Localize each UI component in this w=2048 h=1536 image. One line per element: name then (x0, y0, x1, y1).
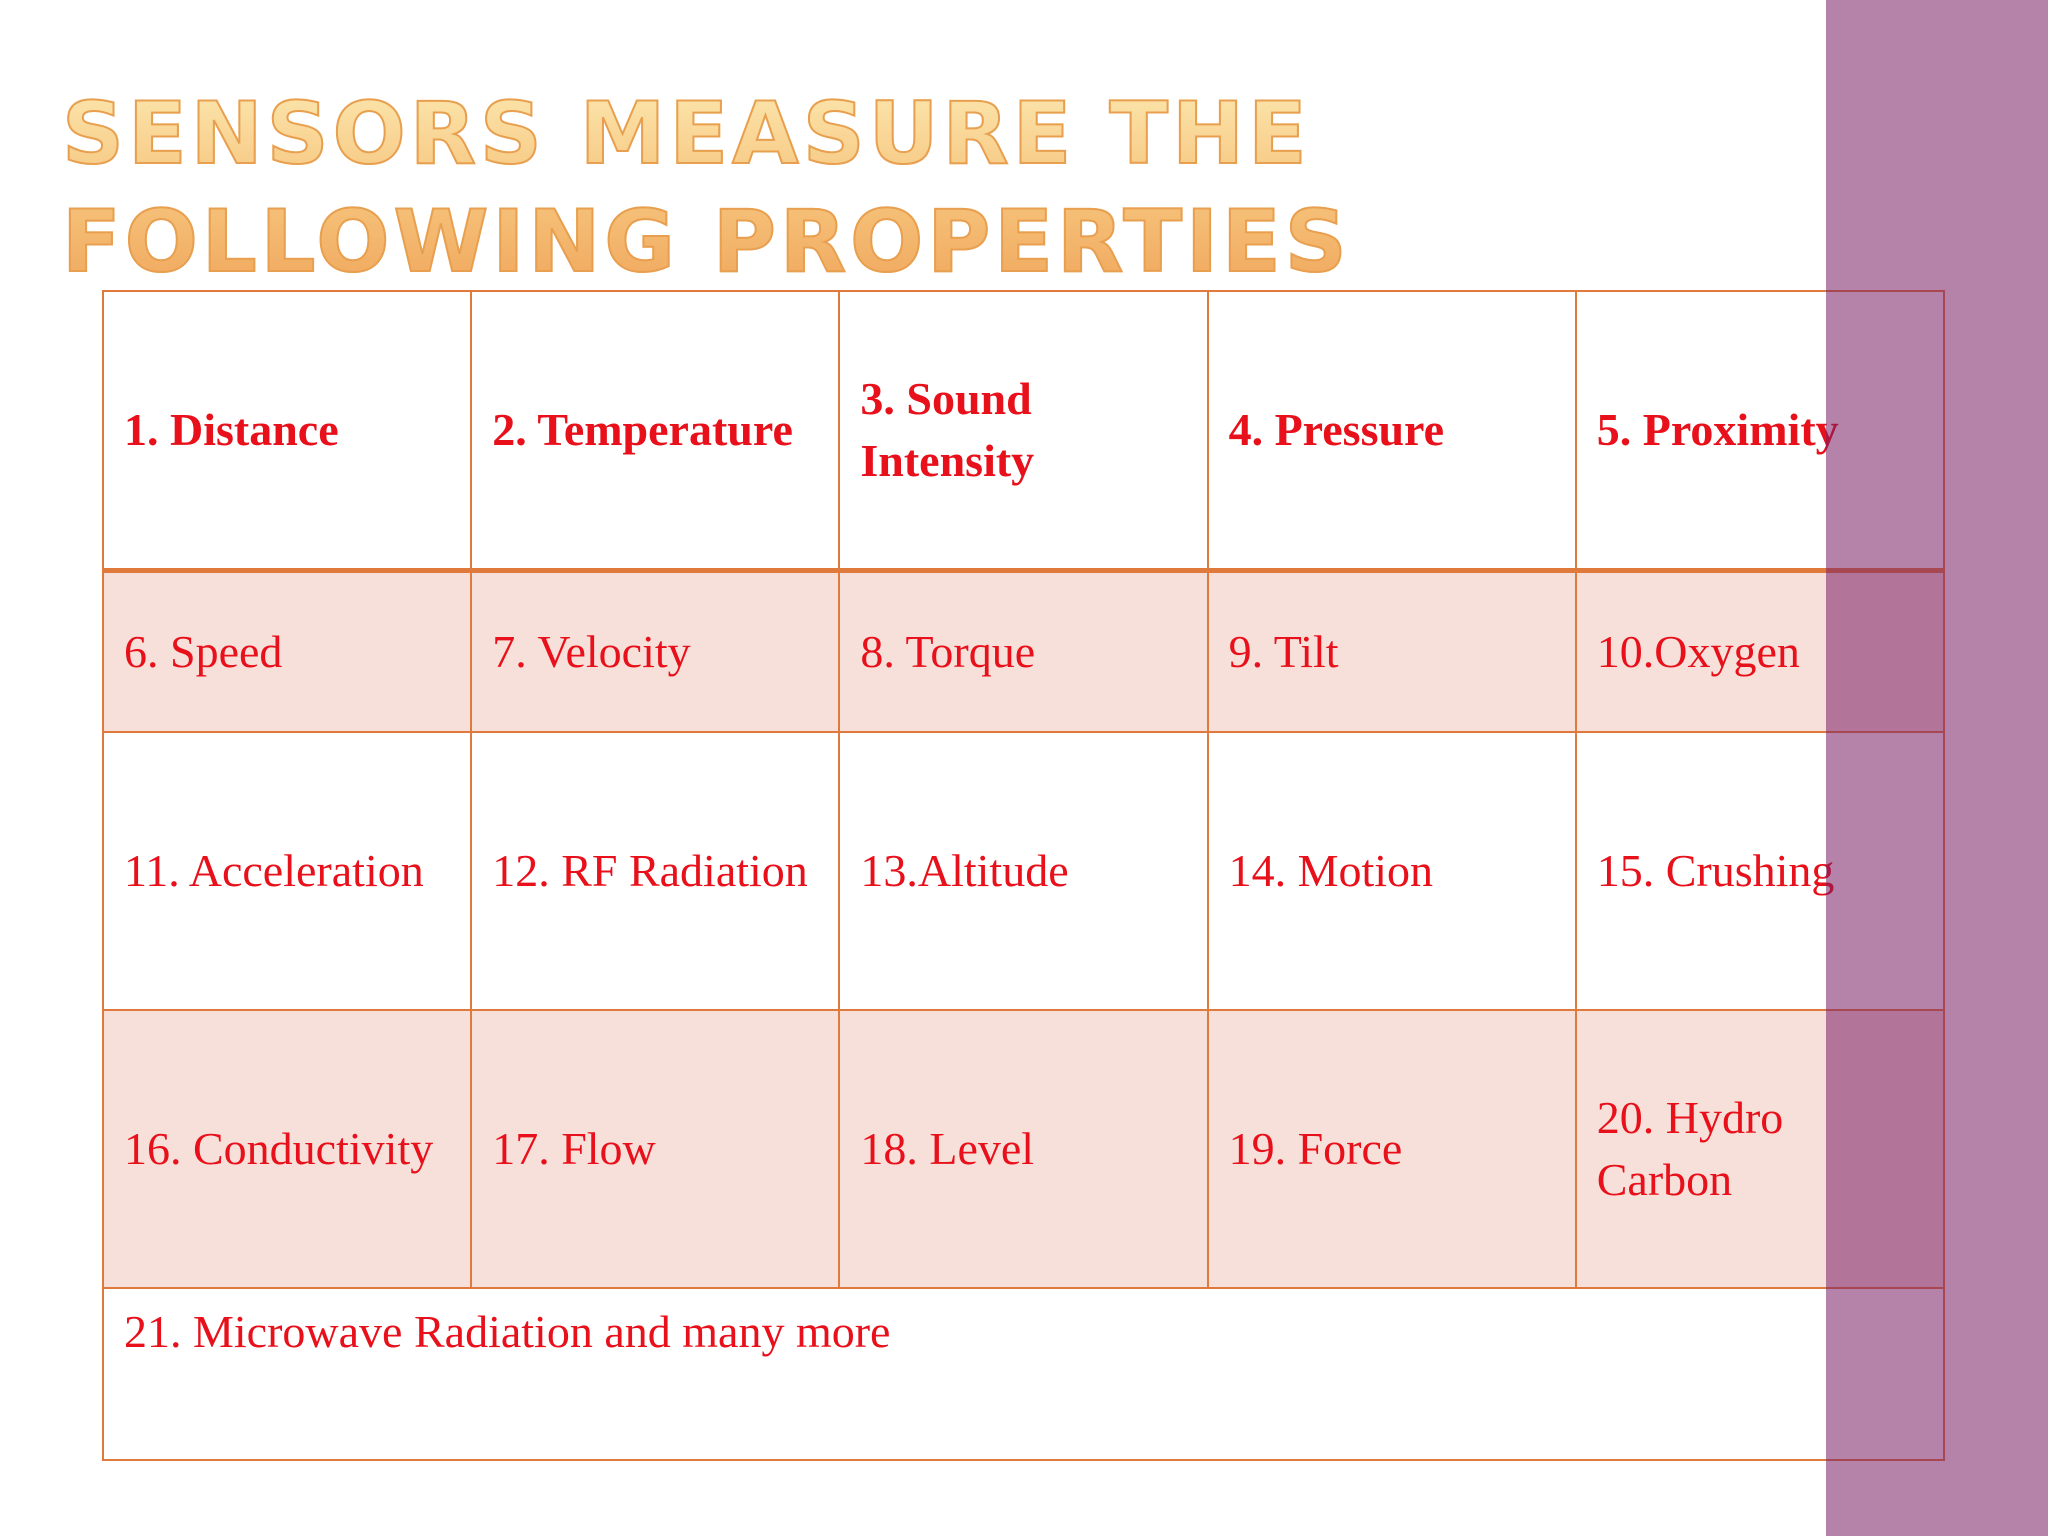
slide-title: Sensors Measure the following properties (61, 80, 1762, 296)
table-cell: 1. Distance (101, 290, 473, 572)
table-row: 6. Speed 7. Velocity 8. Torque 9. Tilt 1… (101, 569, 1946, 733)
table-cell: 11. Acceleration (101, 731, 473, 1011)
table-cell: 15. Crushing (1574, 731, 1946, 1011)
table-cell: 20. Hydro Carbon (1574, 1009, 1946, 1289)
table-cell: 3. Sound Intensity (838, 290, 1209, 572)
table-cell: 14. Motion (1206, 731, 1577, 1011)
table-cell: 18. Level (838, 1009, 1209, 1289)
properties-table: 1. Distance 2. Temperature 3. Sound Inte… (101, 290, 1946, 1461)
table-cell: 9. Tilt (1206, 569, 1577, 733)
table-cell: 8. Torque (838, 569, 1209, 733)
table-cell: 10.Oxygen (1574, 569, 1946, 733)
table-cell: 5. Proximity (1574, 290, 1946, 572)
table-cell: 6. Speed (101, 569, 473, 733)
table-row: 21. Microwave Radiation and many more (102, 1287, 1945, 1461)
table-footer-cell: 21. Microwave Radiation and many more (102, 1287, 1945, 1461)
table-cell: 16. Conductivity (101, 1009, 473, 1289)
table-row: 1. Distance 2. Temperature 3. Sound Inte… (101, 290, 1946, 572)
table-row: 11. Acceleration 12. RF Radiation 13.Alt… (101, 731, 1946, 1011)
table-cell: 17. Flow (470, 1009, 841, 1289)
table-row: 16. Conductivity 17. Flow 18. Level 19. … (101, 1009, 1946, 1289)
table-cell: 4. Pressure (1206, 290, 1577, 572)
table-cell: 13.Altitude (838, 731, 1209, 1011)
table-cell: 12. RF Radiation (470, 731, 841, 1011)
table-cell: 7. Velocity (470, 569, 841, 733)
table-cell: 2. Temperature (470, 290, 841, 572)
table-cell: 19. Force (1206, 1009, 1577, 1289)
